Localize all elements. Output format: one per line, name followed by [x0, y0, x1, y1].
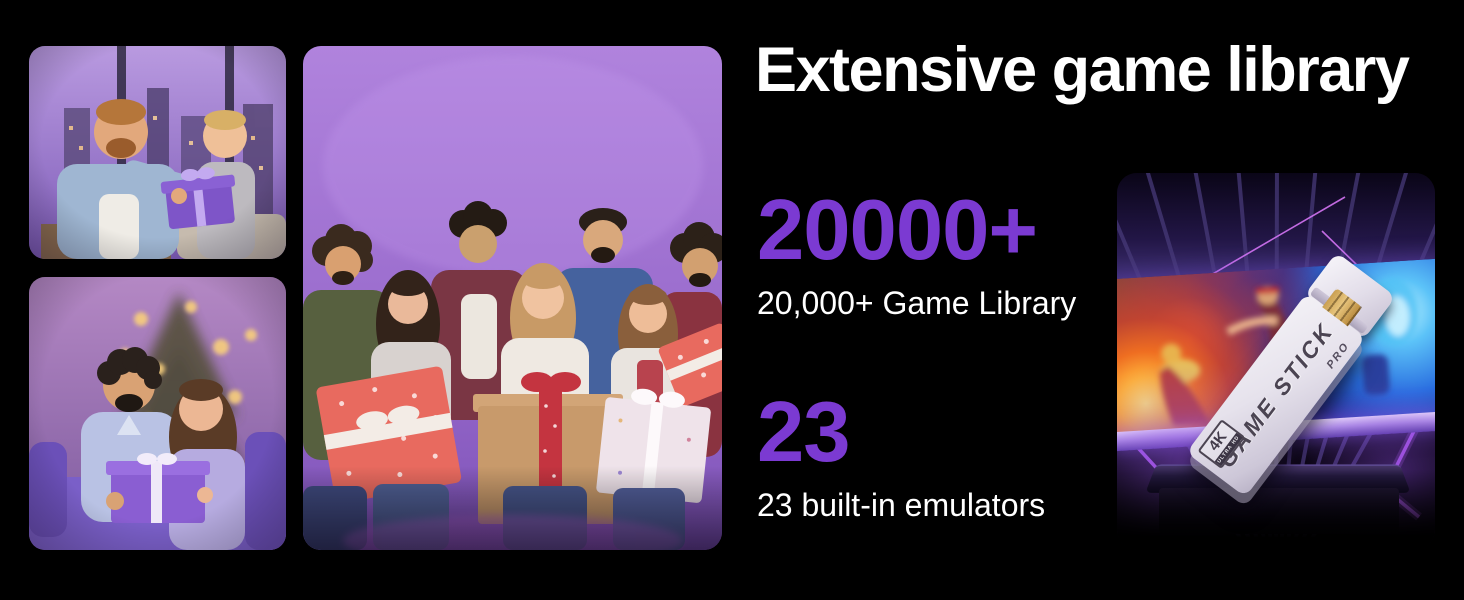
product-render: GAME STICK PRO 4K ULTRA HD [1117, 173, 1435, 550]
photo-couple-gift [29, 277, 286, 550]
father-son-illustration [29, 46, 286, 259]
friends-illustration [303, 46, 722, 550]
stat-emulators-label: 23 built-in emulators [757, 487, 1046, 523]
stat-emulators: 23 23 built-in emulators [757, 390, 1045, 524]
page-title: Extensive game library [755, 35, 1410, 105]
bottom-fade [1117, 470, 1435, 550]
stat-game-library: 20000+ 20,000+ Game Library [757, 188, 1076, 322]
stat-emulators-value: 23 [757, 385, 851, 480]
couple-illustration [29, 277, 286, 550]
photo-friends-group [303, 46, 722, 550]
stat-game-library-value: 20000+ [757, 183, 1038, 278]
stat-game-library-label: 20,000+ Game Library [757, 285, 1077, 321]
photo-father-son [29, 46, 286, 259]
